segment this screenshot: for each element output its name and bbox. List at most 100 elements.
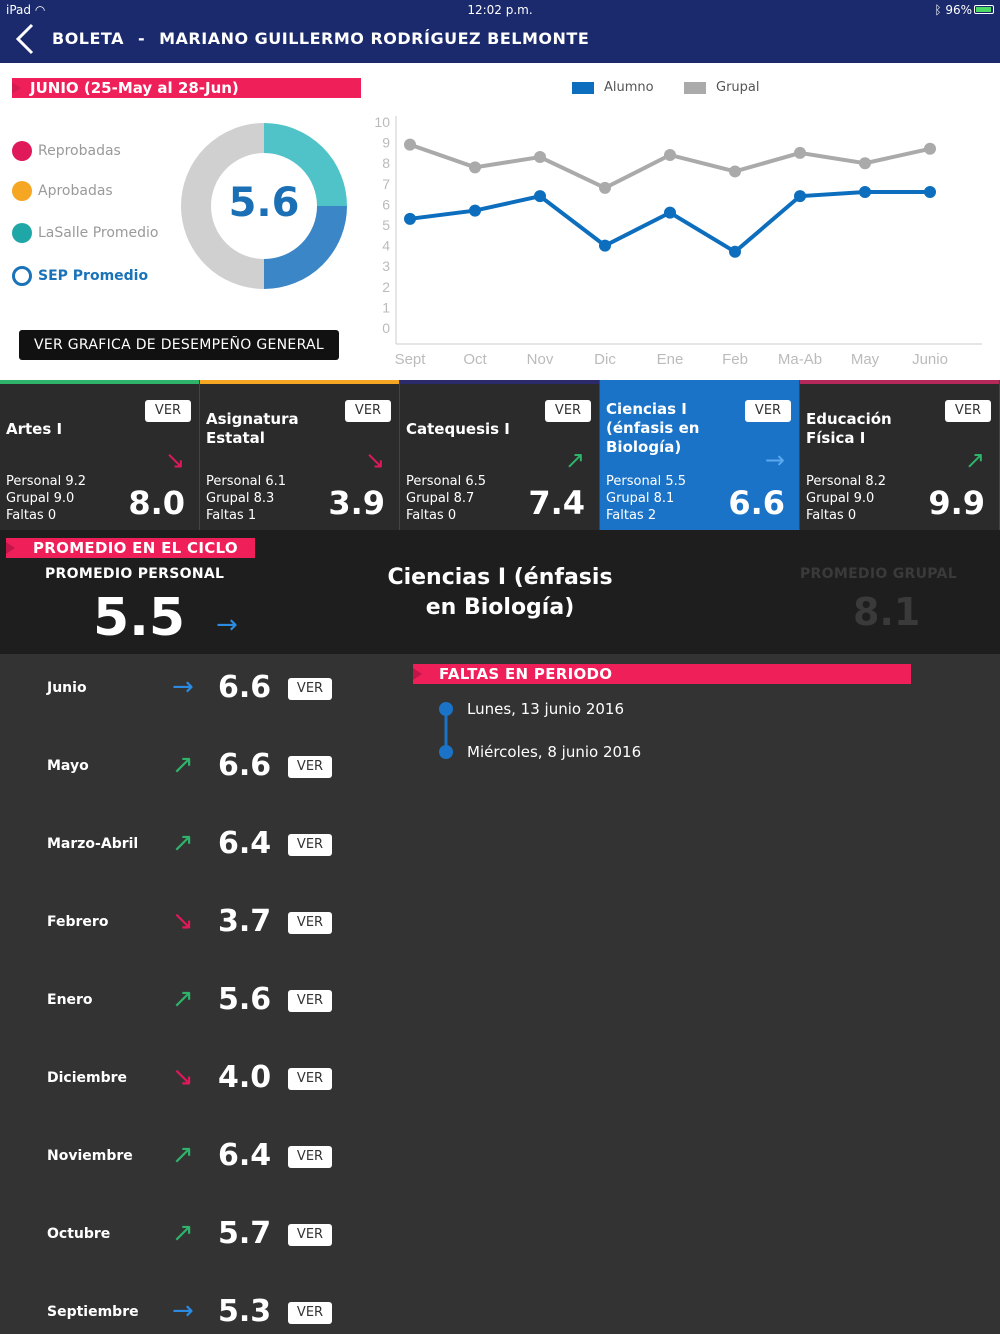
timeline-dot [439,745,453,759]
y-tick-label: 7 [382,176,390,192]
month-ver-button[interactable]: VER [288,678,332,700]
back-button[interactable] [12,22,40,56]
month-grade: 6.4 [218,826,272,861]
data-point [404,138,416,151]
subject-card[interactable]: Artes I VER ↘ Personal 9.2 Grupal 9.0 Faltas … [0,380,200,530]
x-tick-label: Junio [912,351,948,368]
student-name: MARIANO GUILLERMO RODRÍGUEZ BELMONTE [159,29,590,48]
absences-tag: FALTAS EN PERIODO [413,664,911,684]
y-tick-label: 8 [382,155,390,171]
legend-label: LaSalle Promedio [38,225,159,241]
trend-arrow-icon: ↘ [172,906,194,936]
wifi-icon: ◠ [34,3,46,17]
y-tick-label: 4 [382,238,390,254]
y-tick-label: 6 [382,196,390,212]
donut-segment [263,205,347,289]
data-point [859,186,871,199]
x-tick-label: May [851,351,880,368]
trend-arrow-icon: → [172,1296,194,1326]
month-grade: 4.0 [218,1060,272,1095]
month-name: Junio [47,680,87,696]
month-row: Enero ↗ 5.6 VER [0,982,360,1022]
card-ver-button[interactable]: VER [345,400,391,422]
month-name: Septiembre [47,1304,139,1320]
y-tick-label: 5 [382,217,390,233]
month-ver-button[interactable]: VER [288,1302,332,1324]
timeline-dot [439,702,453,716]
card-faltas: Faltas 0 [806,508,857,523]
legend-dot-icon [12,181,32,201]
card-accent [200,380,399,384]
card-grade: 9.9 [928,484,985,522]
month-grade: 6.4 [218,1138,272,1173]
subject-card[interactable]: Ciencias I (énfasis en Biología) VER → Pers… [600,380,800,530]
card-grade: 3.9 [328,484,385,522]
card-grupal: Grupal 9.0 [6,491,75,506]
card-subject-name: Asignatura Estatal [206,410,299,447]
data-point [469,161,481,174]
subject-card[interactable]: Catequesis I VER ↗ Personal 6.5 Grupal 8.7 Fa… [400,380,600,530]
status-battery-text: ᛒ 96% [934,3,972,17]
legend-label: Aprobadas [38,183,113,199]
subject-card[interactable]: Asignatura Estatal VER ↘ Personal 6.1 Grupal… [200,380,400,530]
month-ver-button[interactable]: VER [288,756,332,778]
legend-item: Reprobadas [12,140,121,162]
month-ver-button[interactable]: VER [288,1068,332,1090]
card-ver-button[interactable]: VER [145,400,191,422]
chart-legend-alumno: Alumno [572,80,654,95]
month-grade: 6.6 [218,670,272,705]
page-title-label: BOLETA [52,29,124,48]
trend-arrow-icon: ↗ [964,446,985,474]
trend-arrow-icon: ↗ [172,1218,194,1248]
legend-item: LaSalle Promedio [12,222,159,244]
month-ver-button[interactable]: VER [288,834,332,856]
month-name: Noviembre [47,1148,133,1164]
trend-arrow-icon: → [172,672,194,702]
month-ver-button[interactable]: VER [288,990,332,1012]
legend-swatch [684,81,706,94]
top-bar: iPad ◠ 12:02 p.m. ᛒ 96% BOLETA - MARIANO G… [0,0,1000,63]
card-stats: Personal 9.2 Grupal 9.0 Faltas 0 [6,473,86,524]
personal-average-label: PROMEDIO PERSONAL [45,566,225,582]
bluetooth-icon: ᛒ [934,3,946,17]
card-accent [0,380,199,384]
group-average-label: PROMEDIO GRUPAL [800,566,957,582]
data-point [599,239,611,252]
month-ver-button[interactable]: VER [288,1224,332,1246]
month-ver-button[interactable]: VER [288,912,332,934]
data-point [534,190,546,203]
card-stats: Personal 5.5 Grupal 8.1 Faltas 2 [606,473,686,524]
month-row: Febrero ↘ 3.7 VER [0,904,360,944]
month-grade: 3.7 [218,904,272,939]
card-personal: Personal 6.5 [406,474,487,489]
donut-segment [181,123,265,289]
month-ver-button[interactable]: VER [288,1146,332,1168]
donut-chart [181,123,347,289]
card-faltas: Faltas 2 [606,508,657,523]
month-name: Enero [47,992,93,1008]
trend-arrow-icon: ↘ [164,446,185,474]
card-personal: Personal 8.2 [806,474,887,489]
performance-chart-button[interactable]: VER GRAFICA DE DESEMPEÑO GENERAL [19,330,339,360]
card-personal: Personal 9.2 [6,474,87,489]
card-faltas: Faltas 0 [406,508,457,523]
subject-card[interactable]: Educación Física I VER ↗ Personal 8.2 Grupal… [800,380,1000,530]
x-tick-label: Ene [657,351,684,368]
x-tick-label: Dic [594,351,616,368]
month-row: Diciembre ↘ 4.0 VER [0,1060,360,1100]
card-ver-button[interactable]: VER [545,400,591,422]
legend-label: Grupal [716,80,760,95]
title-separator: - [137,29,146,48]
month-row: Noviembre ↗ 6.4 VER [0,1138,360,1178]
card-grade: 8.0 [128,484,185,522]
data-point [534,151,546,164]
cycle-tag: PROMEDIO EN EL CICLO [6,538,255,558]
absence-item: Lunes, 13 junio 2016 [467,700,625,718]
legend-label: Reprobadas [38,143,121,159]
month-grade: 6.6 [218,748,272,783]
card-accent [800,380,999,384]
card-ver-button[interactable]: VER [945,400,991,422]
data-point [729,165,741,178]
card-ver-button[interactable]: VER [745,400,791,422]
trend-arrow-icon: ↗ [172,1140,194,1170]
